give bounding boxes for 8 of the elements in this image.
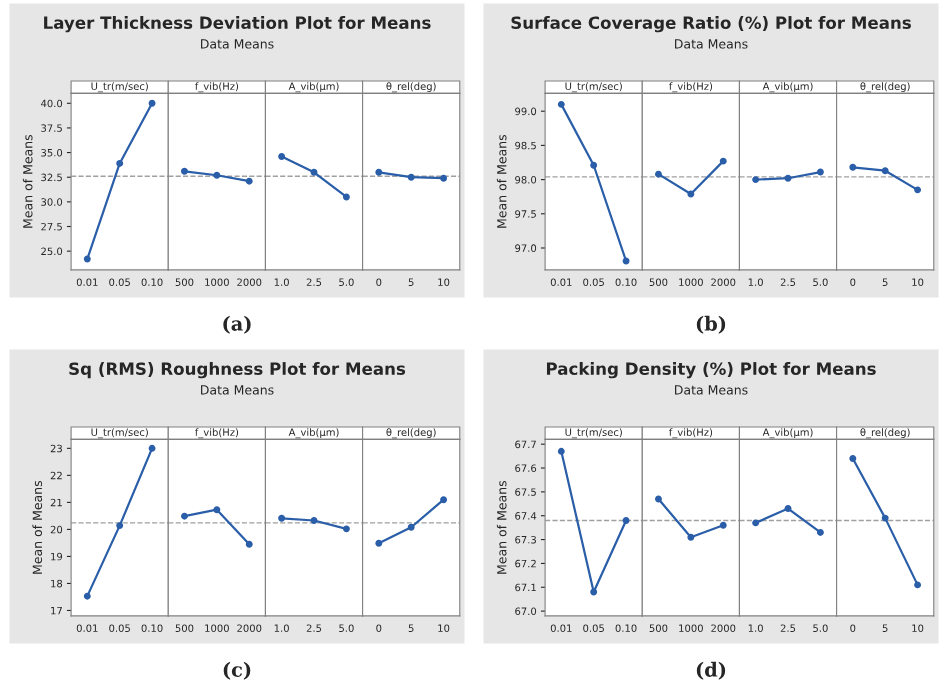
- text: (a): [223, 315, 251, 334]
- chart-title: Layer Thickness Deviation Plot for Means: [44, 16, 431, 33]
- text: (b): [696, 315, 726, 334]
- chart-title: Packing Density (%) Plot for Means: [546, 362, 876, 379]
- chart-title: Surface Coverage Ratio (%) Plot for Means: [511, 16, 911, 33]
- text: (d): [696, 661, 726, 680]
- chart-title: Sq (RMS) Roughness Plot for Means: [69, 362, 406, 379]
- text: (c): [223, 661, 251, 680]
